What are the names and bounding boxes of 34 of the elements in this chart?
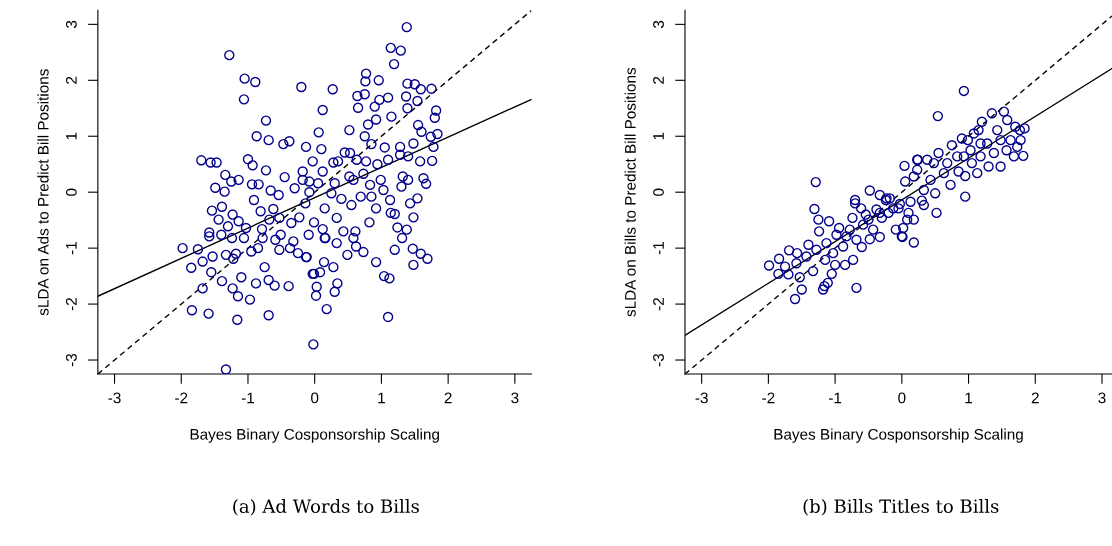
x-axis-title: Bayes Binary Cosponsorship Scaling — [190, 428, 439, 443]
text: (a) Ad Words to Bills — [233, 499, 419, 516]
x-tick-label: -3 — [108, 392, 121, 404]
x-tick-label: 2 — [444, 392, 452, 404]
x-tick-label: -1 — [829, 392, 842, 404]
y-tick-label: -2 — [653, 298, 664, 311]
x-tick-label: 2 — [1031, 392, 1039, 404]
y-tick-label: -3 — [65, 353, 77, 367]
y-tick-label: -2 — [65, 298, 77, 311]
x-tick-label: 3 — [1098, 392, 1106, 404]
y-tick-label: 1 — [653, 132, 664, 140]
y-tick-label: 2 — [653, 76, 664, 84]
x-tick-label: -3 — [695, 392, 708, 404]
y-tick-label: 1 — [66, 132, 77, 140]
y-axis-title: sLDA on Bills to Predict Bill Positions — [624, 67, 636, 317]
y-axis-title: sLDA on Ads to Predict Bill Positions — [37, 69, 49, 316]
x-tick-label: -2 — [175, 392, 188, 404]
y-tick-label: 2 — [65, 76, 77, 84]
x-tick-label: -2 — [762, 392, 775, 404]
x-axis-title: Bayes Binary Cosponsorship Scaling — [774, 428, 1023, 443]
x-tick-label: 1 — [378, 392, 385, 404]
x-tick-label: 3 — [511, 392, 519, 404]
y-tick-label: 3 — [653, 20, 664, 29]
x-tick-label: 0 — [311, 392, 319, 404]
x-tick-label: 0 — [898, 392, 906, 404]
y-tick-label: 0 — [653, 188, 664, 196]
y-tick-label: -1 — [66, 242, 77, 255]
text: (b) Bills Titles to Bills — [803, 499, 999, 516]
x-tick-label: 1 — [965, 392, 973, 404]
y-tick-label: 0 — [65, 188, 77, 196]
y-tick-label: 3 — [65, 20, 77, 29]
y-tick-label: -3 — [653, 353, 664, 367]
y-tick-label: -1 — [653, 242, 664, 255]
x-tick-label: -1 — [241, 392, 255, 404]
